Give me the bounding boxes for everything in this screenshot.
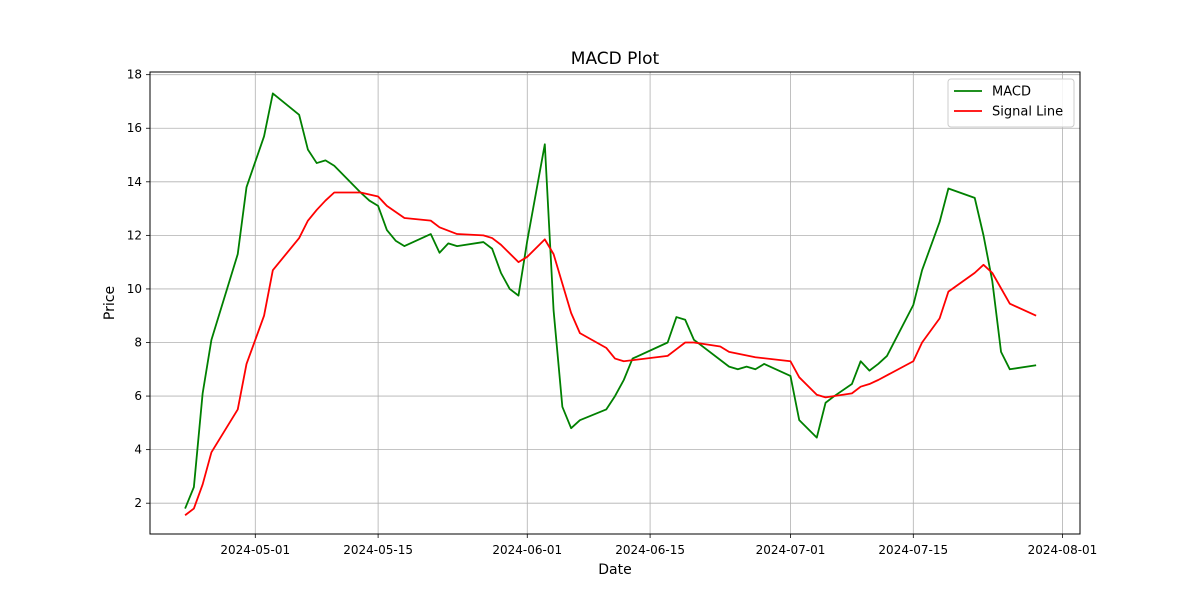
x-axis-title: Date	[598, 562, 631, 578]
y-tick-label: 12	[127, 228, 142, 242]
legend-label-signal-line: Signal Line	[992, 105, 1063, 120]
chart-title: MACD Plot	[571, 49, 660, 69]
y-tick-label: 16	[127, 121, 142, 135]
x-tick-label: 2024-05-15	[343, 543, 413, 557]
plot-frame	[149, 71, 1081, 535]
y-axis-title: Price	[102, 286, 118, 320]
ticks: 2024-05-01 2024-05-15 2024-06-01 2024-06-15…	[127, 68, 1098, 557]
legend: MACD Signal Line	[947, 78, 1075, 128]
series-lines	[184, 92, 1037, 516]
x-tick-label: 2024-06-01	[492, 543, 562, 557]
series-line-signal-line	[184, 191, 1037, 516]
y-tick-label: 4	[134, 443, 142, 457]
x-tick-label: 2024-08-01	[1028, 543, 1098, 557]
y-tick-label: 14	[127, 175, 142, 189]
y-tick-label: 8	[134, 336, 142, 350]
y-tick-label: 10	[127, 282, 142, 296]
x-tick-label: 2024-05-01	[220, 543, 290, 557]
x-tick-label: 2024-06-15	[615, 543, 685, 557]
x-tick-label: 2024-07-01	[756, 543, 826, 557]
legend-label-macd: MACD	[992, 85, 1031, 100]
series-line-macd	[184, 92, 1037, 509]
y-tick-label: 2	[134, 496, 142, 510]
x-tick-label: 2024-07-15	[878, 543, 948, 557]
y-tick-label: 6	[134, 389, 142, 403]
y-tick-label: 18	[127, 68, 142, 82]
